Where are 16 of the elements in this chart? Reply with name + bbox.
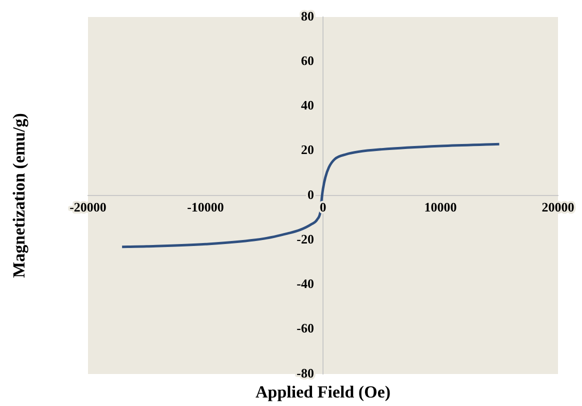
y-tick-label: -80 <box>296 365 314 380</box>
y-tick-label: -60 <box>296 320 314 336</box>
y-tick-label: -20 <box>296 231 314 246</box>
x-tick-label: -10000 <box>187 199 224 214</box>
y-tick-label: 80 <box>301 8 314 24</box>
y-axis-title: Magnetization (emu/g) <box>9 113 28 278</box>
y-tick-label: 20 <box>301 142 314 158</box>
x-tick-label: 10000 <box>424 199 457 214</box>
x-axis-title: Applied Field (Oe) <box>255 382 391 402</box>
y-tick-label: 40 <box>301 98 314 113</box>
y-tick-label: 0 <box>308 186 314 202</box>
y-tick-label: 60 <box>301 52 314 68</box>
x-tick-label: 20000 <box>542 199 574 214</box>
line-series <box>120 142 500 248</box>
x-tick-label: -20000 <box>70 199 106 214</box>
y-tick-label: -40 <box>296 276 314 292</box>
